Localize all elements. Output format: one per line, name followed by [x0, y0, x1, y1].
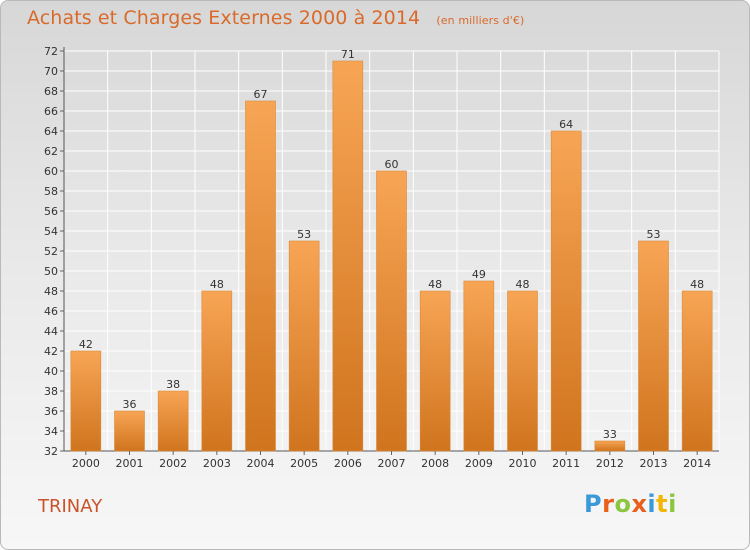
chart-title: Achats et Charges Externes 2000 à 2014 (…	[27, 7, 524, 29]
logo-letter: r	[602, 490, 615, 518]
y-tick-label: 42	[44, 345, 58, 358]
y-tick-label: 50	[44, 265, 58, 278]
y-tick-label: 54	[44, 225, 58, 238]
logo-letter: t	[656, 490, 669, 518]
logo-letter: x	[631, 490, 648, 518]
x-tick-label: 2012	[596, 457, 624, 470]
x-tick-label: 2008	[421, 457, 449, 470]
logo-letter: P	[584, 490, 603, 518]
bar	[157, 390, 189, 452]
y-tick-label: 40	[44, 365, 58, 378]
bar	[114, 410, 145, 452]
x-tick-label: 2007	[378, 457, 406, 470]
bar	[288, 240, 320, 452]
logo-letter: i	[647, 490, 657, 518]
commune-name: TRINAY	[38, 496, 103, 517]
logo-letter: i	[668, 490, 677, 518]
data-label: 36	[123, 398, 137, 411]
x-tick-label: 2006	[334, 457, 362, 470]
y-tick-label: 64	[44, 125, 58, 138]
x-tick-label: 2011	[552, 457, 580, 470]
y-tick-label: 70	[44, 65, 58, 78]
x-tick-label: 2002	[159, 457, 187, 470]
bar	[681, 290, 713, 452]
data-label: 48	[516, 278, 530, 291]
bar	[638, 240, 669, 452]
chart-title-text: Achats et Charges Externes 2000 à 2014	[27, 7, 421, 29]
x-tick-label: 2005	[290, 457, 318, 470]
bar	[550, 130, 582, 452]
data-label: 53	[647, 228, 661, 241]
x-tick-label: 2001	[116, 457, 144, 470]
x-tick-label: 2009	[465, 457, 493, 470]
bar	[245, 100, 276, 452]
y-tick-label: 48	[44, 285, 58, 298]
data-label: 38	[166, 378, 180, 391]
data-label: 48	[428, 278, 442, 291]
x-tick-label: 2000	[72, 457, 100, 470]
data-label: 67	[254, 88, 268, 101]
y-tick-label: 66	[44, 105, 58, 118]
y-tick-label: 56	[44, 205, 58, 218]
y-tick-label: 46	[44, 305, 58, 318]
bar	[463, 280, 495, 452]
bar	[332, 60, 364, 452]
bar	[507, 290, 538, 452]
data-label: 60	[385, 158, 399, 171]
x-tick-label: 2014	[683, 457, 711, 470]
y-tick-label: 60	[44, 165, 58, 178]
data-label: 71	[341, 48, 355, 61]
data-label: 48	[210, 278, 224, 291]
y-tick-label: 34	[44, 425, 58, 438]
x-tick-label: 2010	[509, 457, 537, 470]
y-tick-label: 32	[44, 445, 58, 458]
y-tick-label: 52	[44, 245, 58, 258]
data-label: 64	[559, 118, 573, 131]
y-tick-label: 62	[44, 145, 58, 158]
y-tick-label: 38	[44, 385, 58, 398]
data-label: 48	[690, 278, 704, 291]
data-label: 49	[472, 268, 486, 281]
proxiti-logo: Proxiti	[584, 490, 677, 518]
y-tick-label: 44	[44, 325, 58, 338]
x-tick-label: 2013	[640, 457, 668, 470]
y-tick-label: 68	[44, 85, 58, 98]
bar	[201, 290, 233, 452]
bar-chart: 32 34 36 38 40 42 44 46 48 50 52 54 56 58 60 62 64 66 68 70…	[44, 45, 720, 470]
data-label: 42	[79, 338, 93, 351]
chart-subtitle: (en milliers d'€)	[436, 14, 525, 27]
bar	[594, 440, 626, 452]
y-tick-label: 36	[44, 405, 58, 418]
bar	[419, 290, 451, 452]
logo-letter: o	[614, 490, 632, 518]
data-label: 53	[297, 228, 311, 241]
y-tick-label: 72	[44, 45, 58, 58]
data-label: 33	[603, 428, 617, 441]
bar	[376, 170, 407, 452]
x-tick-label: 2003	[203, 457, 231, 470]
y-tick-label: 58	[44, 185, 58, 198]
x-tick-label: 2004	[247, 457, 275, 470]
bar	[70, 350, 102, 452]
